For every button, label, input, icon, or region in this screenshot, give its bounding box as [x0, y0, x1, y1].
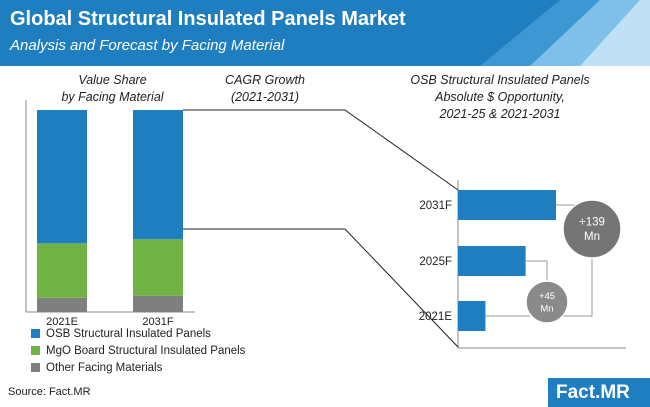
share-bar-other-2021e [37, 297, 87, 312]
opp-bar-2031f [458, 190, 556, 220]
bubble-2021-2031 [562, 199, 622, 259]
legend-item-osb: OSB Structural Insulated Panels [31, 325, 245, 342]
connector-bottom [183, 228, 459, 348]
page-subtitle: Analysis and Forecast by Facing Material [10, 37, 285, 54]
opp-tick-2025f: 2025F [419, 256, 452, 268]
source-note: Source: Fact.MR [8, 386, 91, 398]
share-tick-2021e: 2021E [46, 316, 78, 328]
cagr-column-title: CAGR Growth (2021-2031) [225, 73, 305, 104]
bubble-2021-2031-label: Mn [584, 231, 600, 243]
factmr-logo: Fact.MR [548, 378, 650, 407]
connector-top [183, 109, 459, 191]
share-tick-2031f: 2031F [142, 316, 173, 328]
share-bar-osb-2031f [133, 110, 183, 240]
bubble-2021-2031-label: +139 [579, 217, 605, 229]
share-bar-mgo-2031f [133, 239, 183, 296]
share-column-title: Value Share by Facing Material [61, 73, 164, 104]
bubble-2021-2025 [525, 280, 569, 324]
logo-main: Fact. [556, 382, 601, 403]
share-bar-osb-2021e [37, 110, 87, 244]
opp-bar-2025f [458, 246, 526, 276]
legend-swatch-osb [31, 329, 40, 338]
legend-swatch-other [31, 363, 40, 372]
share-bar-other-2031f [133, 295, 183, 312]
legend-label-mgo: MgO Board Structural Insulated Panels [46, 344, 246, 357]
chart-legend: OSB Structural Insulated Panels MgO Boar… [31, 325, 245, 376]
legend-item-mgo: MgO Board Structural Insulated Panels [31, 342, 245, 359]
bubble-2021-2025-label: Mn [540, 303, 553, 314]
opp-tick-2031f: 2031F [419, 200, 452, 212]
opp-tick-2021e: 2021E [419, 311, 453, 323]
logo-accent: MR [600, 382, 630, 403]
opp-bar-2021e [458, 301, 486, 331]
legend-label-osb: OSB Structural Insulated Panels [46, 327, 211, 340]
page-title: Global Structural Insulated Panels Marke… [10, 8, 406, 30]
legend-label-other: Other Facing Materials [46, 361, 163, 374]
header-banner: Global Structural Insulated Panels Marke… [0, 0, 650, 66]
bubble-2021-2025-label: +45 [539, 291, 555, 302]
legend-swatch-mgo [31, 346, 40, 355]
share-bar-mgo-2021e [37, 243, 87, 298]
opportunity-column-title: OSB Structural Insulated Panels Absolute… [410, 73, 590, 121]
legend-item-other: Other Facing Materials [31, 359, 245, 376]
header-decoration [480, 0, 650, 66]
